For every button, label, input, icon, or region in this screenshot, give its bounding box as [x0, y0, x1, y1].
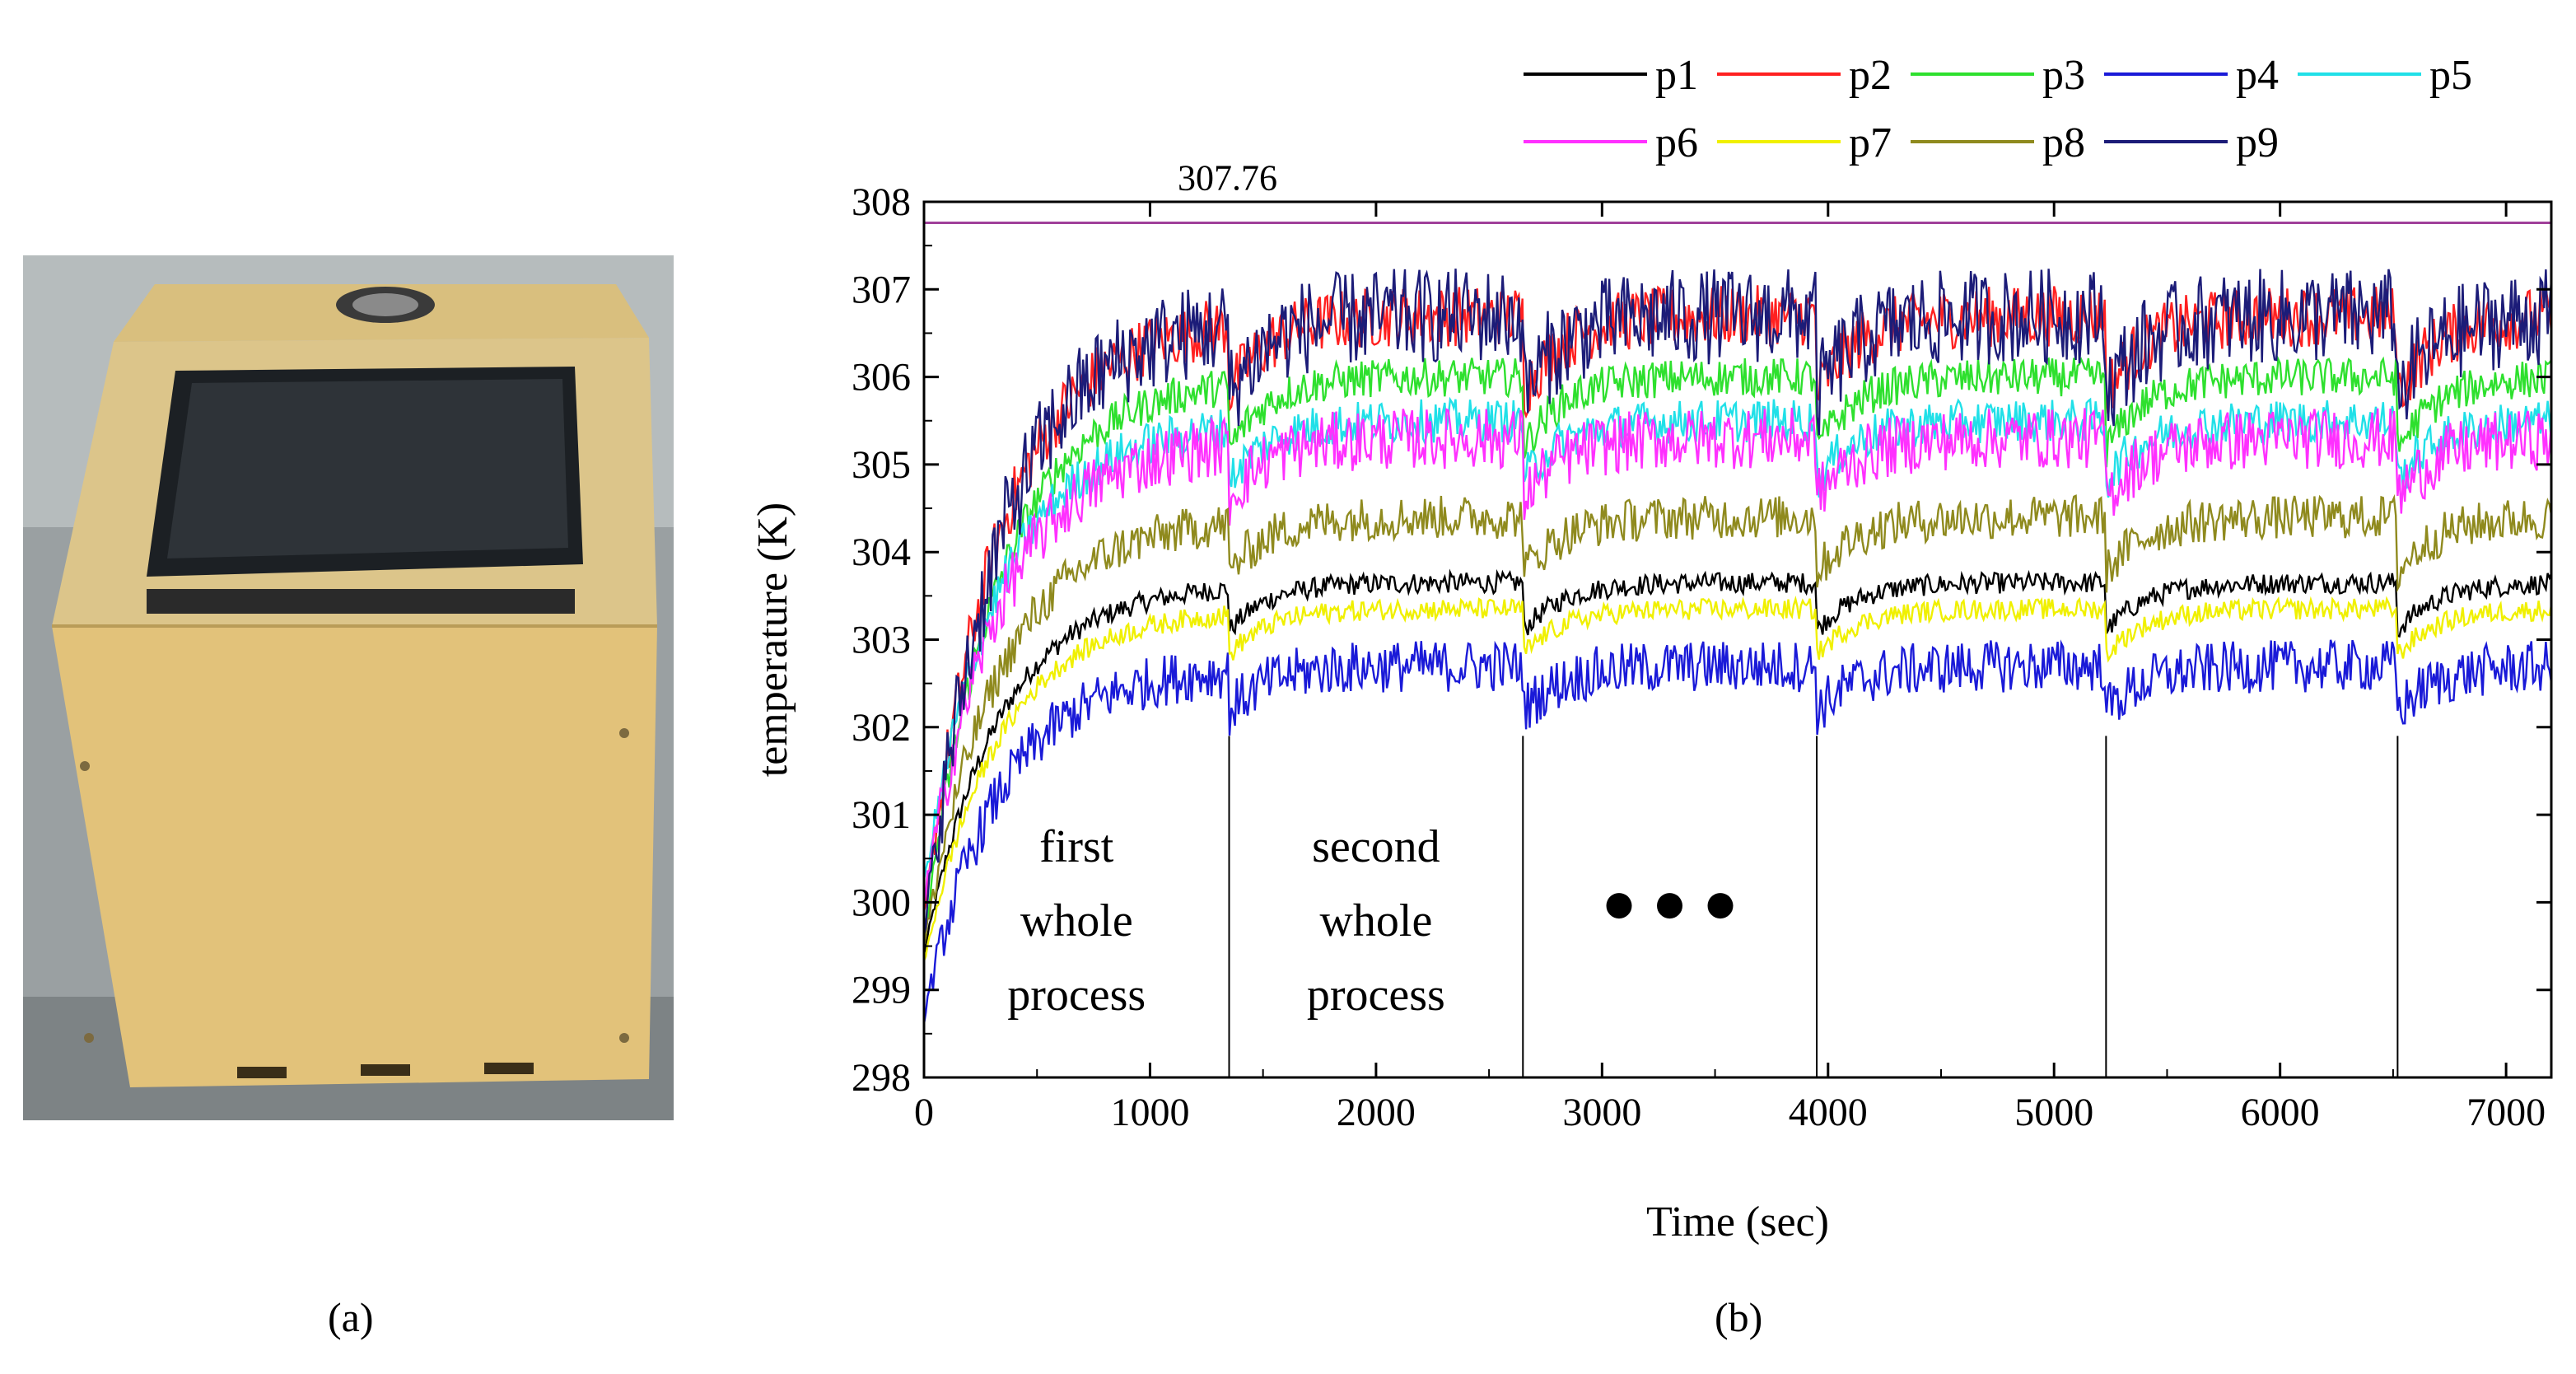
- y-tick-label: 301: [852, 793, 911, 837]
- vent: [237, 1067, 287, 1078]
- series-line-p9: [922, 269, 2553, 935]
- legend-label-p5: p5: [2429, 52, 2472, 99]
- legend-label-p8: p8: [2042, 119, 2085, 166]
- y-tick-label: 300: [852, 881, 911, 924]
- x-tick-label: 1000: [1110, 1091, 1189, 1134]
- legend-label-p2: p2: [1849, 52, 1892, 99]
- process-label-line: whole: [1319, 895, 1432, 946]
- y-tick-label: 305: [852, 443, 911, 487]
- legend-label-p4: p4: [2236, 52, 2279, 99]
- device-photo: [23, 255, 674, 1120]
- y-axis-label: temperature (K): [749, 502, 796, 777]
- legend-label-p7: p7: [1849, 119, 1892, 166]
- chart-legend: p1 p2 p3 p4 p5 p6 p7 p8 p9: [1524, 52, 2472, 166]
- x-axis-label: Time (sec): [1646, 1199, 1829, 1245]
- y-tick-label: 299: [852, 969, 911, 1012]
- process-label-line: first: [1039, 821, 1114, 872]
- legend-label-p9: p9: [2236, 119, 2279, 166]
- process-label-line: second: [1312, 821, 1440, 872]
- x-tick-label: 4000: [1789, 1091, 1868, 1134]
- y-tick-label: 302: [852, 706, 911, 750]
- y-tick-label: 303: [852, 619, 911, 662]
- vent: [361, 1064, 410, 1076]
- series-line-p1: [922, 568, 2553, 955]
- series-line-p4: [922, 639, 2553, 1025]
- screen-base: [147, 589, 575, 614]
- process-label-line: whole: [1020, 895, 1133, 946]
- series-line-p3: [922, 355, 2552, 933]
- box-front-panel: [52, 626, 657, 1087]
- vent: [484, 1063, 534, 1074]
- reference-line-group: 307.76: [924, 158, 2551, 225]
- x-tick-label: 5000: [2014, 1091, 2093, 1134]
- chart-annotations: first whole process second whole process ● ● ●: [1007, 821, 1738, 1021]
- series-line-p8: [922, 493, 2553, 946]
- ellipsis-marker: ● ● ●: [1601, 870, 1738, 936]
- chart-series-group: [922, 269, 2553, 1025]
- series-line-p6: [922, 407, 2553, 905]
- series-line-p7: [922, 596, 2553, 961]
- y-tick-label: 306: [852, 356, 911, 400]
- legend-label-p3: p3: [2042, 52, 2085, 99]
- process-label-line: process: [1307, 970, 1445, 1021]
- y-tick-label: 307: [852, 268, 911, 311]
- legend-label-p6: p6: [1655, 119, 1698, 166]
- panel-b-caption: (b): [1715, 1294, 1763, 1340]
- x-tick-label: 6000: [2241, 1091, 2320, 1134]
- legend-label-p1: p1: [1655, 52, 1698, 99]
- process-label-line: process: [1007, 970, 1146, 1021]
- process-boundaries-group: [1228, 736, 2399, 1077]
- chart-axes: 298 299 300 301 302 303 304 305 306 307 308 0 1000 20…: [749, 180, 2553, 1245]
- x-tick-label: 3000: [1562, 1091, 1641, 1134]
- x-tick-label: 7000: [2466, 1091, 2546, 1134]
- x-tick-label: 0: [914, 1091, 934, 1134]
- panel-a-caption: (a): [328, 1294, 374, 1340]
- x-tick-label: 2000: [1337, 1091, 1416, 1134]
- y-tick-label: 308: [852, 180, 911, 224]
- y-tick-label: 304: [852, 530, 911, 574]
- y-tick-label: 298: [852, 1056, 911, 1100]
- reference-line-label: 307.76: [1178, 158, 1277, 199]
